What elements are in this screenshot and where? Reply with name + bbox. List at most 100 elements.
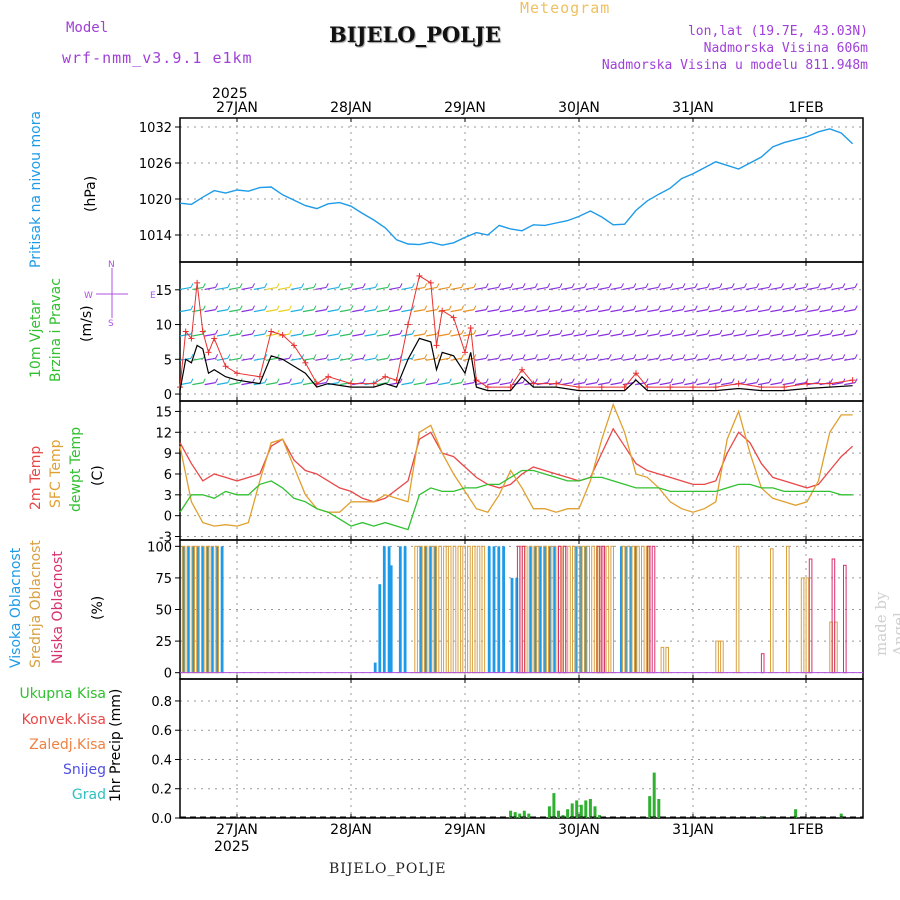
wind-barb — [315, 309, 327, 313]
wind-barb-tick — [190, 305, 194, 310]
wind-barb-tick — [461, 378, 465, 383]
cloud-high-bar — [528, 546, 532, 673]
wind-barb — [265, 309, 278, 313]
wind-barb — [831, 357, 844, 361]
wind-barb-tick — [633, 305, 637, 310]
wind-barb-tick — [362, 378, 366, 383]
wind-barb — [265, 333, 278, 337]
wind-barb-tick — [707, 329, 711, 335]
wind-barb — [487, 333, 499, 337]
wind-barb — [241, 309, 253, 313]
wind-barb-tick — [387, 305, 391, 310]
wind-barb — [475, 286, 487, 291]
wind-barb — [315, 357, 327, 361]
wind-barb — [708, 309, 721, 313]
wind-barb-tick — [842, 305, 846, 310]
wind-barb-tick — [239, 329, 243, 335]
watermark: made by Angel — [872, 591, 900, 657]
wind-barb-tick — [780, 378, 784, 383]
cloud-high-bar — [533, 546, 537, 673]
wind-barb-tick — [596, 305, 600, 310]
cloud-high-bar — [206, 546, 210, 673]
ytick-label: 0 — [164, 667, 172, 682]
wind-barb-tick — [313, 354, 317, 359]
cloud-high-bar — [543, 546, 546, 673]
wind-barb-tick — [842, 354, 846, 359]
wind-barb-tick — [387, 283, 391, 288]
wind-barb — [708, 286, 721, 291]
wind-barb-tick — [744, 283, 747, 288]
wind-barb — [192, 357, 204, 361]
wind-barb-tick — [645, 354, 649, 359]
wind-barb — [388, 357, 401, 361]
wind-barb-tick — [264, 354, 268, 359]
wind-barb-tick — [473, 305, 477, 310]
wind-barb-tick — [780, 354, 784, 359]
ytick-label: 0.6 — [151, 724, 172, 739]
wind-barb-tick — [485, 283, 489, 288]
wind-barb-tick — [350, 329, 354, 335]
wind-barb-tick — [498, 354, 501, 359]
wind-barb-tick — [621, 305, 624, 310]
cloud-low-bar — [562, 545, 567, 674]
precip_1hr-frame — [179, 678, 864, 819]
wind-barb — [216, 286, 229, 291]
wind-barb — [561, 357, 573, 361]
cloud-high-bar — [634, 546, 638, 673]
ytick-label: 50 — [155, 604, 172, 619]
wind-barb-tick — [325, 283, 329, 288]
date-label-28jan: 28JAN — [330, 100, 372, 116]
wind-barb — [770, 286, 782, 291]
wind-barb-tick — [547, 283, 551, 288]
wind-barb — [757, 333, 770, 337]
wind-barb — [671, 357, 684, 361]
wind-barb — [278, 286, 290, 291]
cloud-high-bar — [487, 546, 491, 673]
wind-barb-tick — [498, 329, 501, 335]
precip-bar — [648, 796, 652, 818]
wind-barb-tick — [682, 354, 686, 359]
cloud-mid-bar — [660, 646, 665, 674]
wind-barb-tick — [719, 305, 723, 310]
wind-barb-tick — [461, 283, 465, 288]
wind-barb-tick — [830, 354, 834, 359]
wind-barb — [204, 357, 216, 361]
wind-barb — [438, 382, 450, 386]
wind-barb — [499, 357, 511, 361]
wind-barb — [757, 382, 770, 386]
wind-barb-tick — [854, 378, 858, 383]
wind-barb — [598, 382, 610, 386]
wind-barb — [721, 333, 733, 337]
wind-barb — [241, 357, 253, 361]
wind-barb-tick — [571, 283, 575, 288]
wind-barb — [548, 309, 561, 313]
wind-barb-tick — [670, 329, 674, 335]
wind-barb-tick — [682, 329, 686, 335]
wind-barb-tick — [817, 354, 821, 359]
coords-label: lon,lat (19.7E, 43.03N) — [687, 24, 868, 39]
cloud-high-bar — [382, 546, 386, 673]
wind-barb — [204, 286, 216, 291]
wind-barb — [511, 382, 524, 386]
wind-barb-tick — [252, 283, 255, 288]
wind-barb — [401, 309, 413, 313]
wind-barb — [819, 286, 831, 291]
wind-barb — [475, 357, 487, 361]
wind-barb-tick — [448, 378, 452, 383]
wind-barb-tick — [817, 378, 821, 383]
wind-barb — [671, 309, 684, 313]
wind-barb-tick — [411, 378, 415, 383]
wind-barb-tick — [694, 283, 698, 288]
cloud-high-bar — [215, 546, 219, 673]
wind-barb-tick — [719, 283, 723, 288]
wind-barb-tick — [190, 378, 194, 383]
wind-barb-tick — [633, 329, 637, 335]
cloud-high-bar — [398, 546, 402, 673]
wind-barb-tick — [559, 283, 563, 288]
cloud-mid-bar — [735, 545, 740, 674]
cloud-mid-bar — [414, 545, 418, 674]
ytick-label: 1026 — [139, 157, 172, 172]
wind-barb — [388, 309, 401, 313]
wind-barb — [684, 309, 696, 313]
wind-barb — [388, 286, 401, 291]
